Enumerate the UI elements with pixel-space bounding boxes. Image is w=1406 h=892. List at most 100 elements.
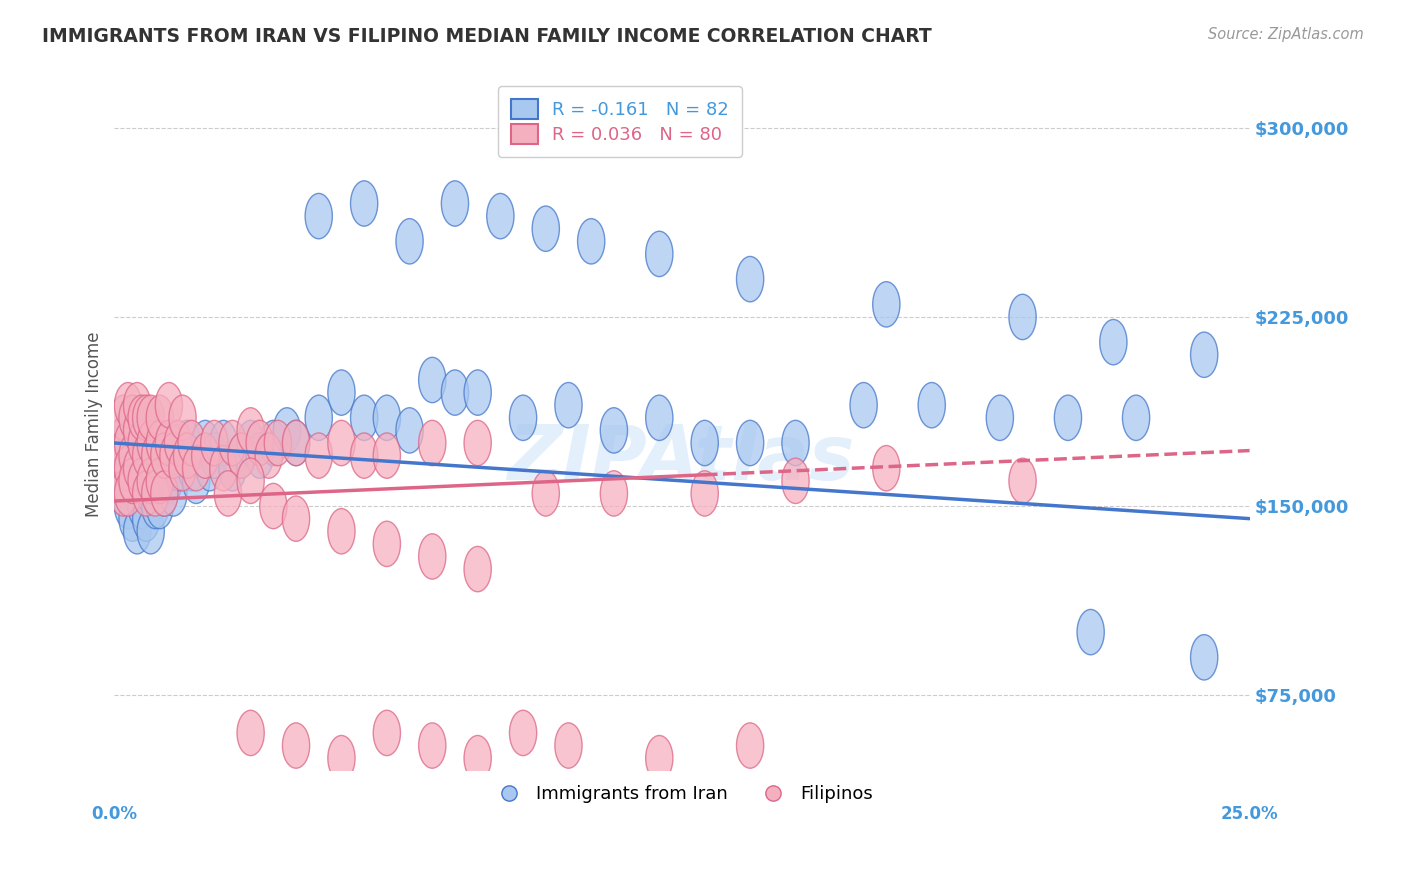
- Ellipse shape: [373, 710, 401, 756]
- Ellipse shape: [373, 521, 401, 566]
- Ellipse shape: [110, 433, 138, 478]
- Ellipse shape: [155, 458, 183, 503]
- Ellipse shape: [737, 420, 763, 466]
- Ellipse shape: [1191, 634, 1218, 680]
- Ellipse shape: [441, 370, 468, 416]
- Ellipse shape: [155, 383, 183, 428]
- Ellipse shape: [246, 420, 273, 466]
- Ellipse shape: [124, 508, 150, 554]
- Ellipse shape: [419, 723, 446, 768]
- Ellipse shape: [155, 420, 183, 466]
- Ellipse shape: [509, 395, 537, 441]
- Ellipse shape: [110, 471, 138, 516]
- Ellipse shape: [191, 433, 219, 478]
- Ellipse shape: [260, 483, 287, 529]
- Ellipse shape: [128, 458, 155, 503]
- Ellipse shape: [1010, 458, 1036, 503]
- Ellipse shape: [201, 420, 228, 466]
- Ellipse shape: [283, 723, 309, 768]
- Ellipse shape: [132, 496, 160, 541]
- Ellipse shape: [179, 420, 205, 466]
- Ellipse shape: [464, 420, 491, 466]
- Ellipse shape: [260, 420, 287, 466]
- Ellipse shape: [114, 408, 142, 453]
- Ellipse shape: [114, 383, 142, 428]
- Ellipse shape: [219, 445, 246, 491]
- Ellipse shape: [219, 420, 246, 466]
- Ellipse shape: [120, 496, 146, 541]
- Ellipse shape: [124, 408, 150, 453]
- Ellipse shape: [228, 433, 254, 478]
- Ellipse shape: [555, 383, 582, 428]
- Ellipse shape: [183, 458, 209, 503]
- Ellipse shape: [142, 483, 169, 529]
- Ellipse shape: [128, 483, 155, 529]
- Ellipse shape: [124, 433, 150, 478]
- Ellipse shape: [150, 471, 179, 516]
- Ellipse shape: [146, 483, 173, 529]
- Ellipse shape: [169, 395, 197, 441]
- Ellipse shape: [132, 395, 160, 441]
- Ellipse shape: [782, 458, 808, 503]
- Ellipse shape: [160, 433, 187, 478]
- Ellipse shape: [142, 433, 169, 478]
- Ellipse shape: [110, 471, 138, 516]
- Ellipse shape: [209, 420, 238, 466]
- Ellipse shape: [486, 194, 515, 239]
- Ellipse shape: [578, 219, 605, 264]
- Ellipse shape: [228, 433, 254, 478]
- Ellipse shape: [254, 433, 283, 478]
- Ellipse shape: [238, 458, 264, 503]
- Ellipse shape: [1099, 319, 1128, 365]
- Text: 25.0%: 25.0%: [1220, 805, 1278, 823]
- Ellipse shape: [1010, 294, 1036, 340]
- Ellipse shape: [396, 219, 423, 264]
- Ellipse shape: [396, 408, 423, 453]
- Ellipse shape: [305, 194, 332, 239]
- Ellipse shape: [165, 420, 191, 466]
- Ellipse shape: [138, 458, 165, 503]
- Ellipse shape: [169, 433, 197, 478]
- Ellipse shape: [146, 458, 173, 503]
- Ellipse shape: [782, 420, 808, 466]
- Text: Source: ZipAtlas.com: Source: ZipAtlas.com: [1208, 27, 1364, 42]
- Ellipse shape: [350, 181, 378, 227]
- Ellipse shape: [138, 395, 165, 441]
- Ellipse shape: [124, 383, 150, 428]
- Ellipse shape: [150, 433, 179, 478]
- Ellipse shape: [441, 181, 468, 227]
- Ellipse shape: [238, 710, 264, 756]
- Ellipse shape: [531, 206, 560, 252]
- Ellipse shape: [986, 395, 1014, 441]
- Ellipse shape: [146, 445, 173, 491]
- Ellipse shape: [120, 420, 146, 466]
- Ellipse shape: [105, 420, 132, 466]
- Ellipse shape: [169, 445, 197, 491]
- Ellipse shape: [165, 445, 191, 491]
- Ellipse shape: [873, 282, 900, 327]
- Ellipse shape: [419, 533, 446, 579]
- Ellipse shape: [120, 433, 146, 478]
- Ellipse shape: [114, 483, 142, 529]
- Ellipse shape: [419, 420, 446, 466]
- Ellipse shape: [350, 433, 378, 478]
- Ellipse shape: [124, 471, 150, 516]
- Ellipse shape: [464, 736, 491, 780]
- Text: ZIPAtlas: ZIPAtlas: [509, 422, 856, 496]
- Ellipse shape: [918, 383, 945, 428]
- Ellipse shape: [197, 445, 224, 491]
- Ellipse shape: [120, 395, 146, 441]
- Ellipse shape: [328, 508, 356, 554]
- Ellipse shape: [328, 370, 356, 416]
- Ellipse shape: [1054, 395, 1081, 441]
- Ellipse shape: [509, 710, 537, 756]
- Ellipse shape: [114, 471, 142, 516]
- Ellipse shape: [120, 458, 146, 503]
- Text: IMMIGRANTS FROM IRAN VS FILIPINO MEDIAN FAMILY INCOME CORRELATION CHART: IMMIGRANTS FROM IRAN VS FILIPINO MEDIAN …: [42, 27, 932, 45]
- Ellipse shape: [350, 395, 378, 441]
- Ellipse shape: [173, 433, 201, 478]
- Ellipse shape: [183, 445, 209, 491]
- Legend: Immigrants from Iran, Filipinos: Immigrants from Iran, Filipinos: [484, 778, 880, 810]
- Ellipse shape: [464, 370, 491, 416]
- Ellipse shape: [692, 471, 718, 516]
